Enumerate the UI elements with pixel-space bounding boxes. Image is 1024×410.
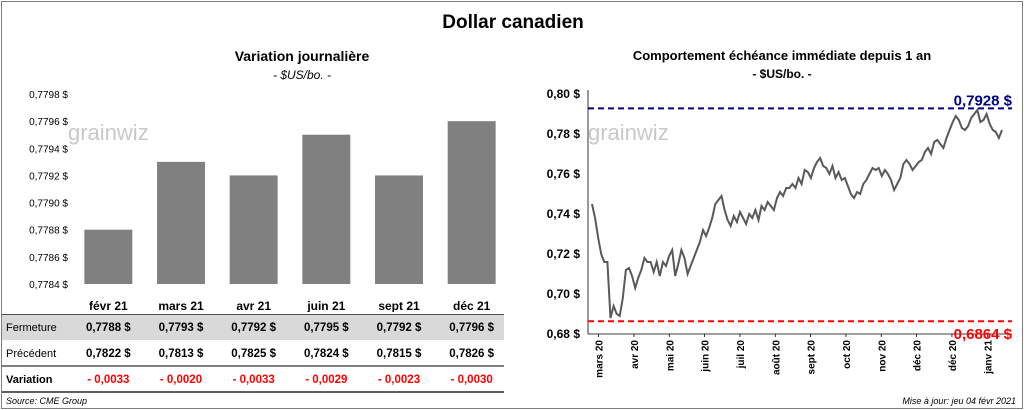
bar [157, 161, 205, 284]
line-chart-title: Comportement échéance immédiate depuis 1… [632, 48, 932, 63]
table-cell: 0,7796 $ [449, 322, 494, 334]
y-tick-label: 0,78 $ [547, 127, 581, 141]
x-tick-label: sept 21 [378, 299, 420, 312]
table-cell: - 0,0033 [233, 374, 275, 386]
x-tick-label: déc 20 [948, 340, 959, 372]
y-tick-label: 0,7786 $ [29, 253, 68, 264]
x-tick-label: déc 21 [453, 299, 491, 312]
x-tick-label: avr 21 [236, 299, 271, 312]
source-note: Source: CME Group [6, 396, 88, 406]
low-value-label: 0,6864 $ [954, 326, 1013, 343]
bar-chart-title: Variation journalière [234, 48, 370, 64]
y-tick-label: 0,80 $ [547, 87, 581, 101]
x-tick-label: juin 20 [701, 340, 712, 373]
table-cell: 0,7815 $ [377, 348, 422, 360]
bar [375, 175, 423, 284]
x-tick-label: août 20 [771, 340, 782, 375]
y-tick-label: 0,7788 $ [29, 226, 68, 237]
table-cell: - 0,0033 [87, 374, 129, 386]
bar-chart: grainwiz 0,7784 $ 0,7786 $ 0,7788 $ 0,7790 … [29, 90, 496, 312]
y-tick-label: 0,72 $ [547, 247, 581, 261]
high-value-label: 0,7928 $ [954, 92, 1013, 109]
line-chart: grainwiz 0,68 $ 0,70 $ 0,72 $ 0,74 $ 0,76 $ 0… [547, 87, 1013, 378]
update-note: Mise à jour: jeu 04 févr 2021 [902, 396, 1016, 406]
y-tick-label: 0,7790 $ [29, 199, 68, 210]
x-tick-label: avr 20 [630, 340, 641, 369]
y-tick-label: 0,7784 $ [29, 280, 68, 291]
y-tick-label: 0,7796 $ [29, 117, 68, 128]
bar [302, 134, 351, 284]
table-cell: - 0,0029 [305, 374, 347, 386]
y-tick-label: 0,76 $ [547, 167, 581, 181]
fermeture-row-bg [2, 314, 504, 340]
table-cell: 0,7793 $ [159, 322, 204, 334]
table-cell: 0,7824 $ [304, 348, 349, 360]
x-tick-label: mars 20 [595, 340, 606, 378]
x-tick-label: mars 21 [158, 299, 204, 312]
x-tick-label: juin 21 [306, 299, 345, 312]
table-cell: 0,7792 $ [231, 322, 276, 334]
bar-chart-unit: - $US/bo. - [272, 68, 332, 82]
page-title: Dollar canadien [442, 12, 584, 33]
x-tick-label: déc 20 [913, 340, 924, 372]
watermark: grainwiz [588, 120, 669, 145]
row-label: Variation [6, 374, 53, 386]
table-cell: 0,7826 $ [449, 348, 494, 360]
price-series-line [591, 107, 1003, 319]
bar [447, 121, 496, 285]
table-cell: 0,7825 $ [231, 348, 276, 360]
table-cell: 0,7795 $ [304, 322, 349, 334]
x-tick-label: juil 20 [736, 340, 747, 370]
table-cell: 0,7792 $ [377, 322, 422, 334]
y-tick-label: 0,7794 $ [29, 144, 68, 155]
x-tick-label: oct 20 [842, 340, 853, 369]
y-tick-label: 0,74 $ [547, 207, 581, 221]
table-cell: - 0,0023 [378, 374, 420, 386]
x-tick-label: sept 20 [807, 340, 818, 375]
table-cell: 0,7822 $ [86, 348, 131, 360]
watermark: grainwiz [68, 120, 149, 145]
line-chart-unit: - $US/bo. - [752, 67, 812, 81]
x-tick-label: févr 21 [89, 299, 128, 312]
bar [84, 229, 133, 284]
x-tick-label: mai 20 [665, 340, 676, 372]
row-label: Précédent [6, 348, 56, 360]
table-cell: 0,7813 $ [159, 348, 204, 360]
y-tick-label: 0,7798 $ [29, 90, 68, 101]
x-tick-label: nov 20 [877, 340, 888, 372]
table-cell: 0,7788 $ [86, 322, 131, 334]
bar [229, 175, 278, 284]
table-cell: - 0,0020 [160, 374, 202, 386]
y-tick-label: 0,7792 $ [29, 171, 68, 182]
y-tick-label: 0,70 $ [547, 287, 581, 301]
row-label: Fermeture [6, 322, 57, 334]
table-cell: - 0,0030 [451, 374, 493, 386]
price-table: Fermeture 0,7788 $ 0,7793 $ 0,7792 $ 0,7795 … [2, 314, 504, 393]
y-tick-label: 0,68 $ [547, 327, 581, 341]
x-tick-label: janv 21 [983, 340, 994, 375]
